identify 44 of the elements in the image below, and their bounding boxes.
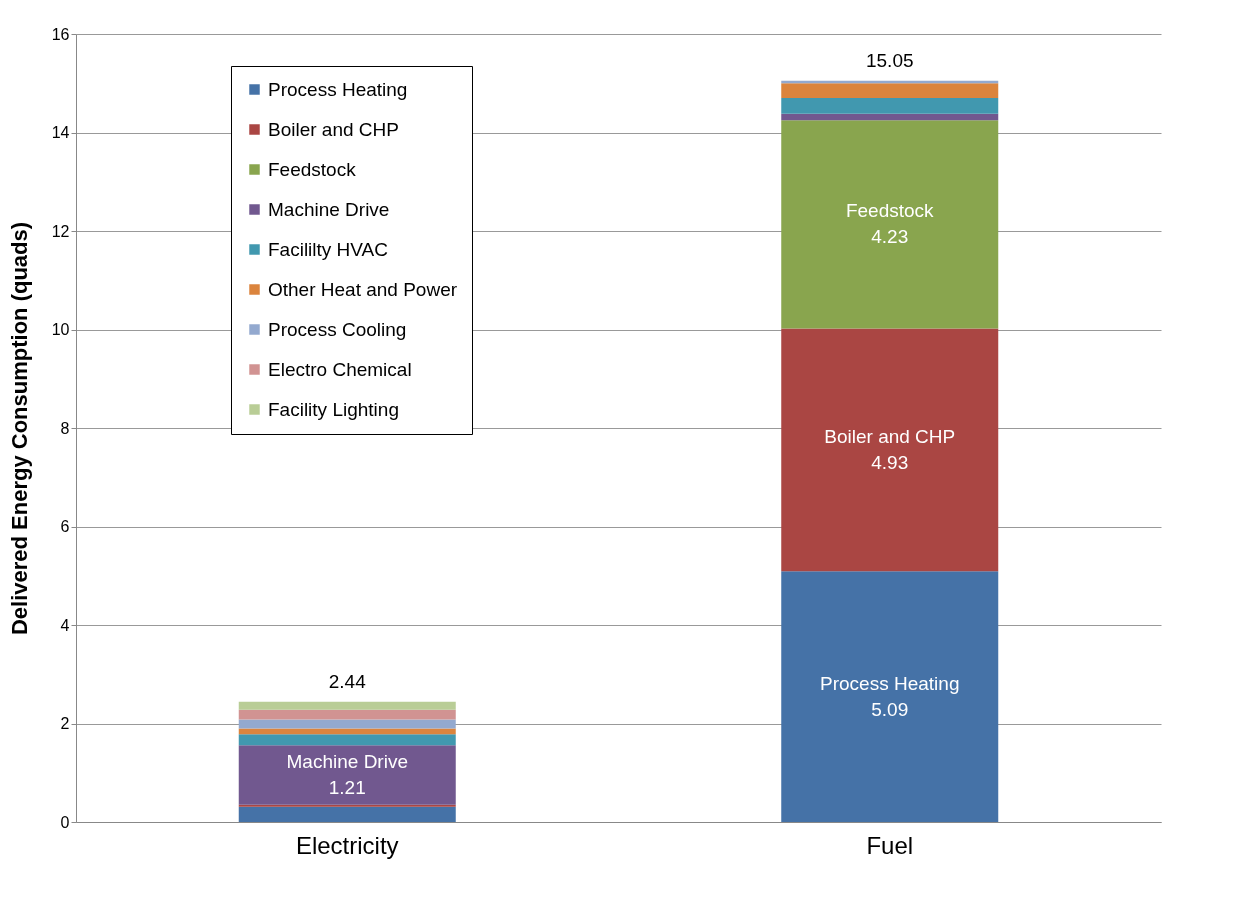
bar <box>238 709 456 720</box>
bar <box>238 728 456 735</box>
legend-label: Machine Drive <box>268 198 390 220</box>
bar <box>781 113 999 121</box>
text: Feedstock <box>845 200 934 222</box>
y-tick-label: 2 <box>60 715 70 732</box>
bar <box>238 734 456 746</box>
x-tick-label: Fuel <box>866 831 914 859</box>
text: Machine Drive <box>286 750 408 772</box>
legend-label: Boiler and CHP <box>268 118 399 140</box>
text: Process Heating <box>820 672 960 694</box>
data-label: 4.93 <box>871 451 909 473</box>
y-tick-label: 8 <box>60 419 70 437</box>
y-tick-label: 6 <box>60 518 70 535</box>
bar <box>781 328 999 572</box>
y-tick-label: 4 <box>60 616 70 634</box>
total-label: 15.05 <box>865 49 914 71</box>
bar <box>781 83 999 99</box>
bar <box>238 701 456 710</box>
y-tick-label: 0 <box>60 813 70 831</box>
data-label: 4.23 <box>871 226 909 248</box>
data-label: 5.09 <box>871 698 909 720</box>
bar <box>238 806 456 822</box>
data-label: 1.21 <box>328 776 366 798</box>
legend-label: Electro Chemical <box>268 358 412 380</box>
y-tick-label: 12 <box>51 222 70 240</box>
bar <box>238 719 456 729</box>
y-tick-label: 16 <box>51 25 70 43</box>
total-label: 2.44 <box>328 670 367 692</box>
y-tick-label: 10 <box>51 321 70 338</box>
bar <box>781 571 999 822</box>
legend-label: Feedstock <box>268 158 357 180</box>
bar <box>781 120 999 329</box>
bar <box>781 98 999 114</box>
legend-label: Facililty HVAC <box>268 238 388 260</box>
y-axis-title: Delivered Energy Consumption (quads) <box>6 221 32 636</box>
text: Boiler and CHP <box>824 425 956 447</box>
legend-label: Other Heat and Power <box>268 278 458 300</box>
legend-label: Facility Lighting <box>268 398 399 420</box>
y-tick-label: 14 <box>51 124 70 141</box>
legend-label: Process Cooling <box>268 318 407 340</box>
x-tick-label: Electricity <box>295 831 399 859</box>
bar <box>238 745 456 805</box>
legend-label: Process Heating <box>268 78 408 100</box>
